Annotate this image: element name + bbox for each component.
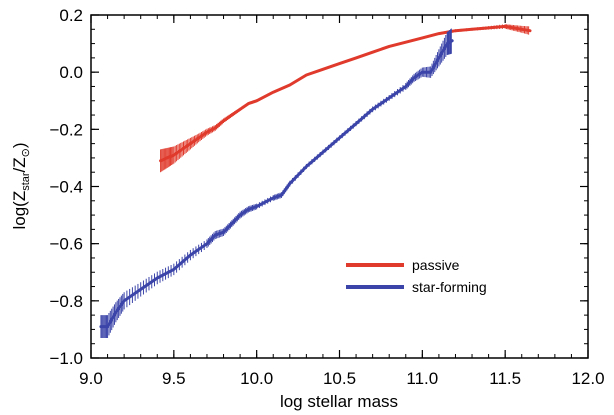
y-tick-label: 0.0 xyxy=(59,63,83,82)
series-star-forming xyxy=(99,28,454,338)
x-tick-label: 10.0 xyxy=(240,369,273,388)
ticks-layer: 9.0 9.5 10.0 10.5 11.0 11.5 12.0 −1.0 −0.8 −0.6 −0… xyxy=(49,6,604,388)
x-axis-label: log stellar mass xyxy=(280,392,398,411)
y-tick-label: −0.2 xyxy=(49,120,83,139)
legend-label-passive: passive xyxy=(412,257,460,273)
x-tick-label: 10.5 xyxy=(323,369,356,388)
legend: passive star-forming xyxy=(346,257,487,295)
series-line-passive xyxy=(159,24,532,163)
y-tick-label: −0.8 xyxy=(49,292,83,311)
y-axis-label: log(Zstar/Z⊙) xyxy=(10,142,32,229)
y-tick-label: −1.0 xyxy=(49,349,83,368)
series-layer xyxy=(99,24,532,338)
y-tick-label: −0.6 xyxy=(49,235,83,254)
plot-frame xyxy=(90,14,589,359)
x-tick-label: 11.5 xyxy=(489,369,521,388)
x-tick-label: 9.5 xyxy=(162,369,186,388)
x-tick-label: 11.0 xyxy=(406,369,438,388)
series-passive xyxy=(159,24,532,173)
legend-label-star-forming: star-forming xyxy=(412,279,487,295)
y-tick-label: 0.2 xyxy=(59,6,83,25)
x-tick-label: 12.0 xyxy=(571,369,604,388)
x-tick-label: 9.0 xyxy=(79,369,103,388)
series-line-star-forming xyxy=(99,39,454,329)
y-tick-label: −0.4 xyxy=(49,178,83,197)
